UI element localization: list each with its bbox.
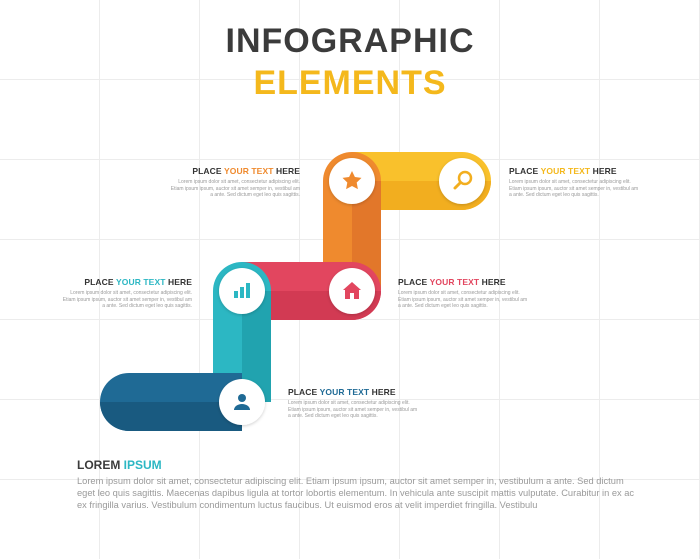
home-icon xyxy=(343,282,361,299)
page-title-line-1: INFOGRAPHIC xyxy=(225,22,475,60)
lorem-title-prefix: LOREM xyxy=(77,458,124,472)
search-icon-circle xyxy=(439,158,485,204)
step-text-top-right: PLACE YOUR TEXT HERE Lorem ipsum dolor s… xyxy=(509,166,639,199)
heading-suffix: HERE xyxy=(165,277,192,287)
heading-accent: YOUR TEXT xyxy=(223,166,274,176)
user-icon-circle xyxy=(219,379,265,425)
heading-prefix: PLACE xyxy=(192,166,224,176)
bar-chart-icon xyxy=(234,283,250,298)
navy-segment xyxy=(100,373,242,431)
home-icon-circle xyxy=(329,268,375,314)
heading-accent: YOUR TEXT xyxy=(429,277,480,287)
star-icon xyxy=(342,171,362,190)
step-body: Lorem ipsum dolor sit amet, consectetur … xyxy=(509,179,639,199)
heading-suffix: HERE xyxy=(273,166,300,176)
bar-chart-icon-circle xyxy=(219,268,265,314)
heading-accent: YOUR TEXT xyxy=(319,387,370,397)
step-heading: PLACE YOUR TEXT HERE xyxy=(170,166,300,176)
step-body: Lorem ipsum dolor sit amet, consectetur … xyxy=(398,290,528,310)
search-icon xyxy=(453,170,473,190)
step-text-top-left: PLACE YOUR TEXT HERE Lorem ipsum dolor s… xyxy=(170,166,300,199)
step-body: Lorem ipsum dolor sit amet, consectetur … xyxy=(170,179,300,199)
step-heading: PLACE YOUR TEXT HERE xyxy=(509,166,639,176)
heading-prefix: PLACE xyxy=(288,387,320,397)
step-text-middle-left: PLACE YOUR TEXT HERE Lorem ipsum dolor s… xyxy=(62,277,192,310)
step-body: Lorem ipsum dolor sit amet, consectetur … xyxy=(62,290,192,310)
step-heading: PLACE YOUR TEXT HERE xyxy=(62,277,192,287)
user-icon xyxy=(234,394,250,410)
step-heading: PLACE YOUR TEXT HERE xyxy=(398,277,528,287)
lorem-title: LOREM IPSUM xyxy=(77,458,162,472)
heading-suffix: HERE xyxy=(369,387,396,397)
lorem-title-accent: IPSUM xyxy=(123,458,162,472)
heading-accent: YOUR TEXT xyxy=(540,166,591,176)
heading-suffix: HERE xyxy=(590,166,617,176)
star-icon-circle xyxy=(329,158,375,204)
page-title-line-2: ELEMENTS xyxy=(253,64,447,102)
step-text-bottom: PLACE YOUR TEXT HERE Lorem ipsum dolor s… xyxy=(288,387,418,420)
heading-prefix: PLACE xyxy=(84,277,116,287)
lorem-body: Lorem ipsum dolor sit amet, consectetur … xyxy=(77,476,635,510)
heading-accent: YOUR TEXT xyxy=(115,277,166,287)
step-body: Lorem ipsum dolor sit amet, consectetur … xyxy=(288,400,418,420)
heading-suffix: HERE xyxy=(479,277,506,287)
heading-prefix: PLACE xyxy=(509,166,541,176)
step-text-middle-right: PLACE YOUR TEXT HERE Lorem ipsum dolor s… xyxy=(398,277,528,310)
heading-prefix: PLACE xyxy=(398,277,430,287)
step-heading: PLACE YOUR TEXT HERE xyxy=(288,387,418,397)
